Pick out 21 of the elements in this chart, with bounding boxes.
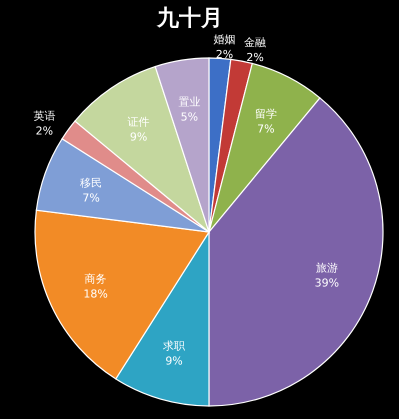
data-label: 18% bbox=[83, 287, 108, 300]
slice-label: 英语 bbox=[33, 110, 56, 123]
slice-label: 求职 bbox=[163, 339, 186, 352]
data-label: 7% bbox=[82, 192, 100, 205]
slice-label: 证件 bbox=[128, 115, 150, 128]
data-label: 9% bbox=[130, 130, 148, 144]
slice-label: 婚姻 bbox=[213, 33, 236, 46]
slice-label: 旅游 bbox=[316, 261, 338, 274]
slice-label: 金融 bbox=[244, 36, 266, 50]
slice-label: 留学 bbox=[254, 107, 277, 120]
data-label: 2% bbox=[216, 48, 234, 62]
data-label: 39% bbox=[314, 276, 340, 290]
chart-title: 九十月 bbox=[156, 5, 223, 30]
data-label: 9% bbox=[165, 354, 183, 368]
slice-label: 置业 bbox=[178, 95, 200, 108]
slice-label: 移民 bbox=[80, 176, 102, 190]
slice-label: 商务 bbox=[84, 272, 107, 286]
data-label: 5% bbox=[180, 110, 198, 124]
data-label: 2% bbox=[246, 51, 264, 64]
data-label: 7% bbox=[257, 122, 275, 136]
data-label: 2% bbox=[36, 124, 54, 138]
